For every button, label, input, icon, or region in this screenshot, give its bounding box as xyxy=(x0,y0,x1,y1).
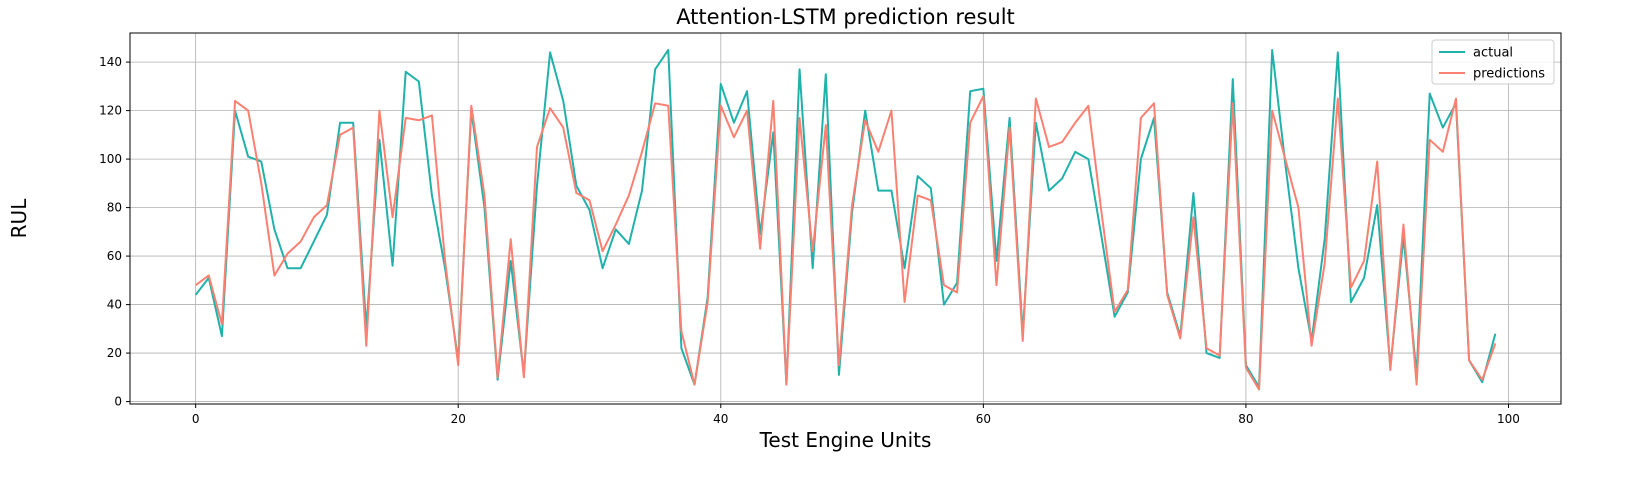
y-tick-label: 120 xyxy=(99,104,122,118)
legend: actual predictions xyxy=(1431,39,1555,85)
plot-frame xyxy=(129,32,1562,405)
y-tick-label: 140 xyxy=(99,55,122,69)
x-tick-label: 40 xyxy=(713,412,728,426)
y-tick-label: 0 xyxy=(114,395,122,409)
legend-label-actual: actual xyxy=(1473,46,1513,61)
y-tick-label: 100 xyxy=(99,152,122,166)
x-tick-label: 100 xyxy=(1497,412,1520,426)
y-tick-label: 60 xyxy=(107,249,122,263)
series-lines xyxy=(194,48,1497,391)
axis-ticks: 0 20 40 60 80 100 0 20 40 60 80 100 120 140 xyxy=(99,55,1520,426)
series-line-predictions xyxy=(195,95,1497,391)
legend-label-predictions: predictions xyxy=(1473,67,1545,82)
y-tick-label: 40 xyxy=(107,298,122,312)
y-tick-label: 80 xyxy=(107,201,122,215)
chart-title: Attention-LSTM prediction result xyxy=(676,5,1015,29)
x-tick-label: 20 xyxy=(451,412,466,426)
x-axis-label: Test Engine Units xyxy=(759,428,932,452)
x-tick-label: 60 xyxy=(976,412,991,426)
x-tick-label: 0 xyxy=(192,412,200,426)
y-tick-label: 20 xyxy=(107,346,122,360)
y-axis-label: RUL xyxy=(7,198,31,239)
x-tick-label: 80 xyxy=(1238,412,1253,426)
